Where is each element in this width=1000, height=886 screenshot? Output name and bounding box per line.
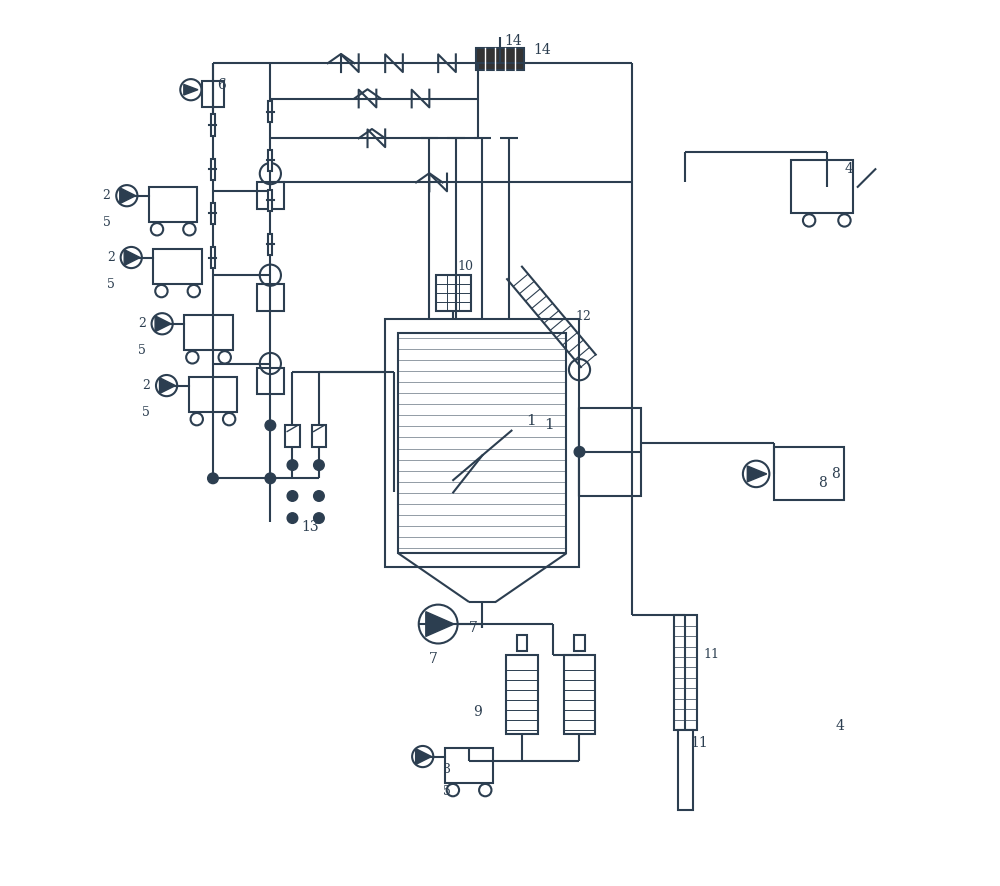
Text: 14: 14 <box>504 35 522 48</box>
Bar <box>268 101 272 122</box>
Text: 1: 1 <box>526 414 536 428</box>
Polygon shape <box>416 749 432 765</box>
Text: 8: 8 <box>831 467 840 481</box>
Bar <box>211 114 215 136</box>
Bar <box>257 183 284 209</box>
Bar <box>436 276 471 310</box>
Bar <box>211 203 215 224</box>
Bar <box>574 634 585 650</box>
Bar <box>268 150 272 171</box>
Text: 11: 11 <box>690 736 708 750</box>
Text: 2: 2 <box>138 317 146 330</box>
Bar <box>398 332 566 554</box>
Text: 14: 14 <box>533 43 551 57</box>
Circle shape <box>287 491 298 501</box>
Text: 7: 7 <box>469 621 478 635</box>
Text: 5: 5 <box>138 344 146 357</box>
Text: 11: 11 <box>703 649 719 662</box>
Text: 12: 12 <box>575 310 591 323</box>
Polygon shape <box>155 315 171 331</box>
Bar <box>257 284 284 310</box>
Bar <box>564 655 595 734</box>
Bar <box>791 160 853 214</box>
Bar <box>476 48 524 70</box>
Text: 13: 13 <box>301 520 319 534</box>
Bar <box>189 377 237 412</box>
Text: 5: 5 <box>107 277 115 291</box>
Circle shape <box>287 460 298 470</box>
Bar <box>268 190 272 211</box>
Text: 2: 2 <box>142 379 150 392</box>
Bar <box>211 159 215 180</box>
Text: 5: 5 <box>443 785 450 798</box>
Text: 6: 6 <box>217 78 226 92</box>
Polygon shape <box>160 377 175 393</box>
Text: 2: 2 <box>103 190 110 202</box>
Text: 1: 1 <box>544 418 554 432</box>
Circle shape <box>287 513 298 524</box>
Bar <box>579 408 641 496</box>
Bar <box>257 368 284 394</box>
Bar <box>268 234 272 255</box>
Circle shape <box>265 473 276 484</box>
Circle shape <box>574 447 585 457</box>
Circle shape <box>265 420 276 431</box>
Text: 8: 8 <box>818 476 827 490</box>
Text: 4: 4 <box>836 719 844 733</box>
Polygon shape <box>120 188 136 204</box>
Bar <box>184 315 233 350</box>
Bar <box>153 249 202 284</box>
Text: 7: 7 <box>429 652 438 666</box>
Bar <box>385 319 579 567</box>
Bar <box>506 655 538 734</box>
Circle shape <box>208 473 218 484</box>
Text: 9: 9 <box>474 705 482 719</box>
Bar <box>445 748 493 783</box>
Polygon shape <box>184 84 198 95</box>
Bar <box>211 247 215 268</box>
Polygon shape <box>747 466 767 482</box>
Text: 4: 4 <box>844 162 853 176</box>
Text: 10: 10 <box>458 260 474 273</box>
Text: 3: 3 <box>443 764 451 776</box>
Circle shape <box>314 513 324 524</box>
Text: 2: 2 <box>107 251 115 264</box>
Text: 5: 5 <box>142 406 150 418</box>
Bar <box>285 425 300 447</box>
Bar <box>202 81 224 107</box>
Circle shape <box>314 460 324 470</box>
Polygon shape <box>124 250 140 266</box>
Bar <box>678 730 693 810</box>
Text: 5: 5 <box>103 215 110 229</box>
Bar <box>774 447 844 501</box>
Bar <box>149 187 197 222</box>
Circle shape <box>314 491 324 501</box>
Bar <box>312 425 326 447</box>
Polygon shape <box>426 611 454 636</box>
Bar <box>674 615 697 730</box>
Bar <box>517 634 527 650</box>
